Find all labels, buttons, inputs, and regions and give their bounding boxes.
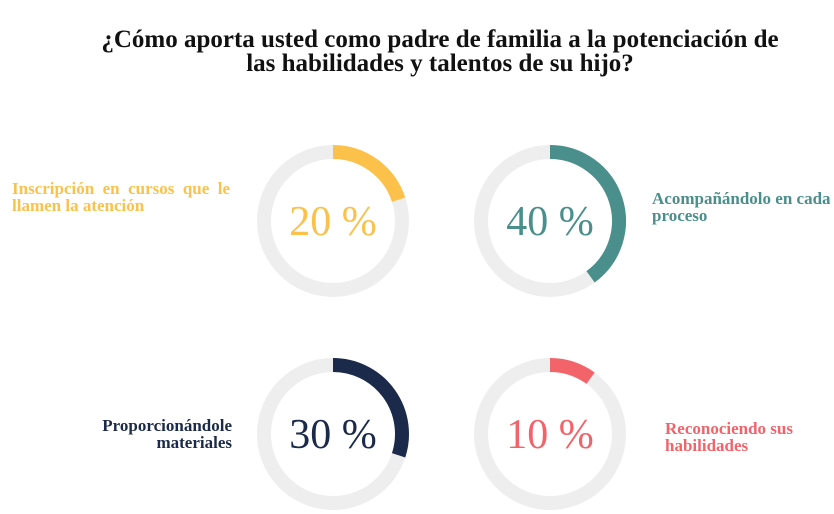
label: Inscripción en cursos que le llamen la a… [12,179,230,215]
value-label: 20 % [289,199,377,245]
label: Acompañándolo en cada proceso [652,189,831,225]
donut-arc [549,358,595,384]
value-label: 30 % [289,412,377,458]
value-label: 10 % [506,412,594,458]
label: Reconociendo sus habilidades [665,419,793,455]
value-label: 40 % [506,199,594,245]
donut-arc [332,145,406,203]
title: ¿Cómo aporta usted como padre de familia… [101,26,779,77]
label: Proporcionándole materiales [102,416,232,452]
donut-arc [332,358,409,458]
donut-arc [549,145,626,283]
